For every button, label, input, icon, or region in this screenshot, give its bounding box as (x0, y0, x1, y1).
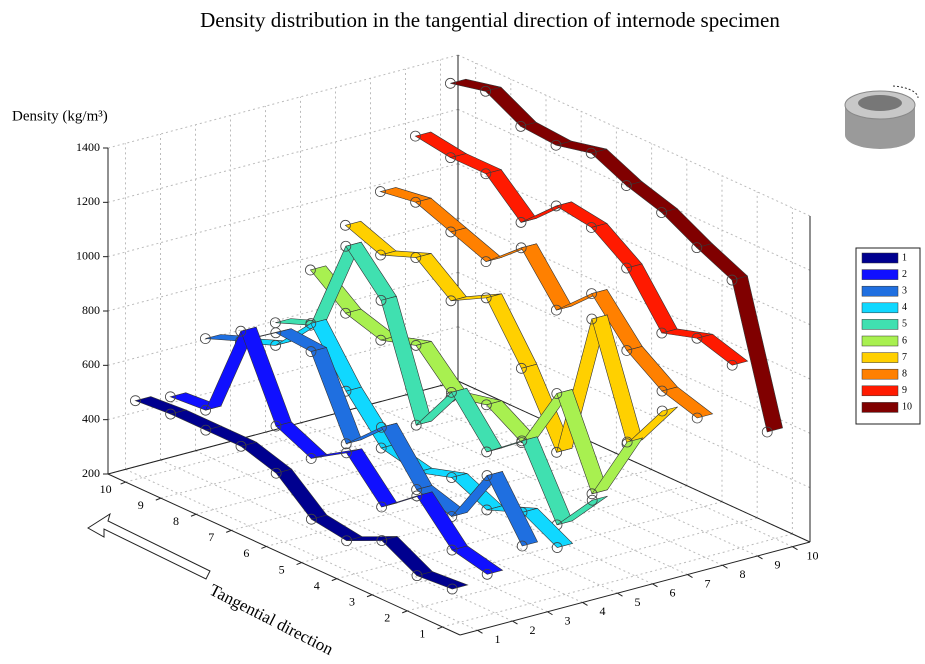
ribbon-segment (381, 296, 432, 425)
legend-label: 1 (902, 252, 907, 263)
tick-mark (261, 546, 266, 548)
legend-label: 7 (902, 352, 907, 363)
tick-mark (688, 575, 693, 578)
legend-label: 5 (902, 319, 907, 330)
ribbon-segment (486, 294, 537, 369)
tick-mark (618, 593, 623, 596)
ribbon-segment (381, 423, 432, 489)
legend-swatch (862, 319, 898, 329)
legend-label: 2 (902, 269, 907, 280)
x-tick-label: 5 (635, 595, 641, 609)
z-tick-label: 1000 (76, 248, 100, 262)
tick-mark (367, 595, 372, 597)
ribbon-segment (697, 244, 748, 280)
legend-swatch (862, 286, 898, 296)
y-tick-label: 8 (173, 514, 179, 528)
x-tick-label: 9 (775, 558, 781, 572)
x-tick-label: 4 (600, 604, 606, 618)
legend-swatch (862, 270, 898, 280)
chart: Density distribution in the tangential d… (0, 0, 925, 664)
z-tick-label: 600 (82, 357, 100, 371)
tick-mark (402, 611, 407, 613)
y-tick-label: 5 (279, 562, 285, 576)
ribbon-segment (416, 253, 467, 300)
legend-label: 3 (902, 285, 907, 296)
tick-mark (191, 514, 196, 516)
y-tick-label: 7 (208, 530, 214, 544)
x-tick-label: 7 (705, 576, 711, 590)
tick-mark (121, 482, 126, 484)
x-tick-label: 8 (740, 567, 746, 581)
legend-swatch (862, 402, 898, 412)
tick-mark (297, 563, 302, 565)
legend-label: 9 (902, 385, 907, 396)
z-axis-label: Density (kg/m³) (12, 108, 108, 124)
legend-swatch (862, 336, 898, 346)
ribbon-segment (276, 422, 327, 458)
ribbon-segment (452, 546, 503, 574)
tick-mark (653, 584, 658, 587)
z-tick-label: 1200 (76, 194, 100, 208)
tick-mark (226, 530, 231, 532)
ribbon-segment (382, 536, 433, 575)
y-tick-label: 10 (100, 482, 112, 496)
chart-title: Density distribution in the tangential d… (200, 8, 780, 32)
x-tick-label: 10 (807, 548, 819, 562)
legend-swatch (862, 353, 898, 363)
ribbon-segment (591, 223, 642, 268)
grid-line (407, 518, 757, 611)
x-tick-label: 3 (565, 614, 571, 628)
tick-mark (548, 612, 553, 615)
y-tick-label: 4 (314, 578, 320, 592)
z-tick-label: 200 (82, 466, 100, 480)
ribbon-segment (171, 410, 222, 430)
legend-swatch (862, 386, 898, 396)
ribbon-segment (241, 442, 292, 473)
x-tick-label: 6 (670, 586, 676, 600)
tick-mark (793, 547, 798, 550)
tick-mark (758, 556, 763, 559)
x-tick-label: 1 (495, 632, 501, 646)
ribbon-segment (486, 87, 537, 126)
ribbon-segment (732, 276, 783, 432)
y-tick-label: 1 (419, 627, 425, 641)
z-tick-label: 400 (82, 411, 100, 425)
x-tick-label: 2 (530, 623, 536, 637)
grid-line (108, 164, 458, 257)
y-tick-label: 9 (138, 498, 144, 512)
ribbon-segment (591, 149, 642, 185)
tick-mark (723, 565, 728, 568)
specimen-icon (845, 86, 918, 149)
legend-swatch (862, 303, 898, 313)
tick-mark (156, 498, 161, 500)
y-tick-label: 3 (349, 595, 355, 609)
tick-mark (332, 579, 337, 581)
y-tick-label: 2 (384, 611, 390, 625)
legend-label: 8 (902, 368, 907, 379)
ribbon-segment (311, 515, 362, 541)
y-tick-label: 6 (243, 546, 249, 560)
tick-mark (513, 621, 518, 624)
z-tick-label: 1400 (76, 140, 100, 154)
tick-mark (583, 602, 588, 605)
legend-label: 10 (902, 402, 912, 413)
legend-swatch (862, 369, 898, 379)
ribbon-segment (416, 341, 467, 397)
ribbon-segment (276, 469, 327, 519)
tick-mark (478, 630, 483, 633)
legend-label: 4 (902, 302, 907, 313)
legend-label: 6 (902, 335, 907, 346)
z-tick-label: 800 (82, 303, 100, 317)
tick-mark (437, 627, 442, 629)
direction-arrow (88, 514, 210, 579)
legend-swatch (862, 253, 898, 263)
